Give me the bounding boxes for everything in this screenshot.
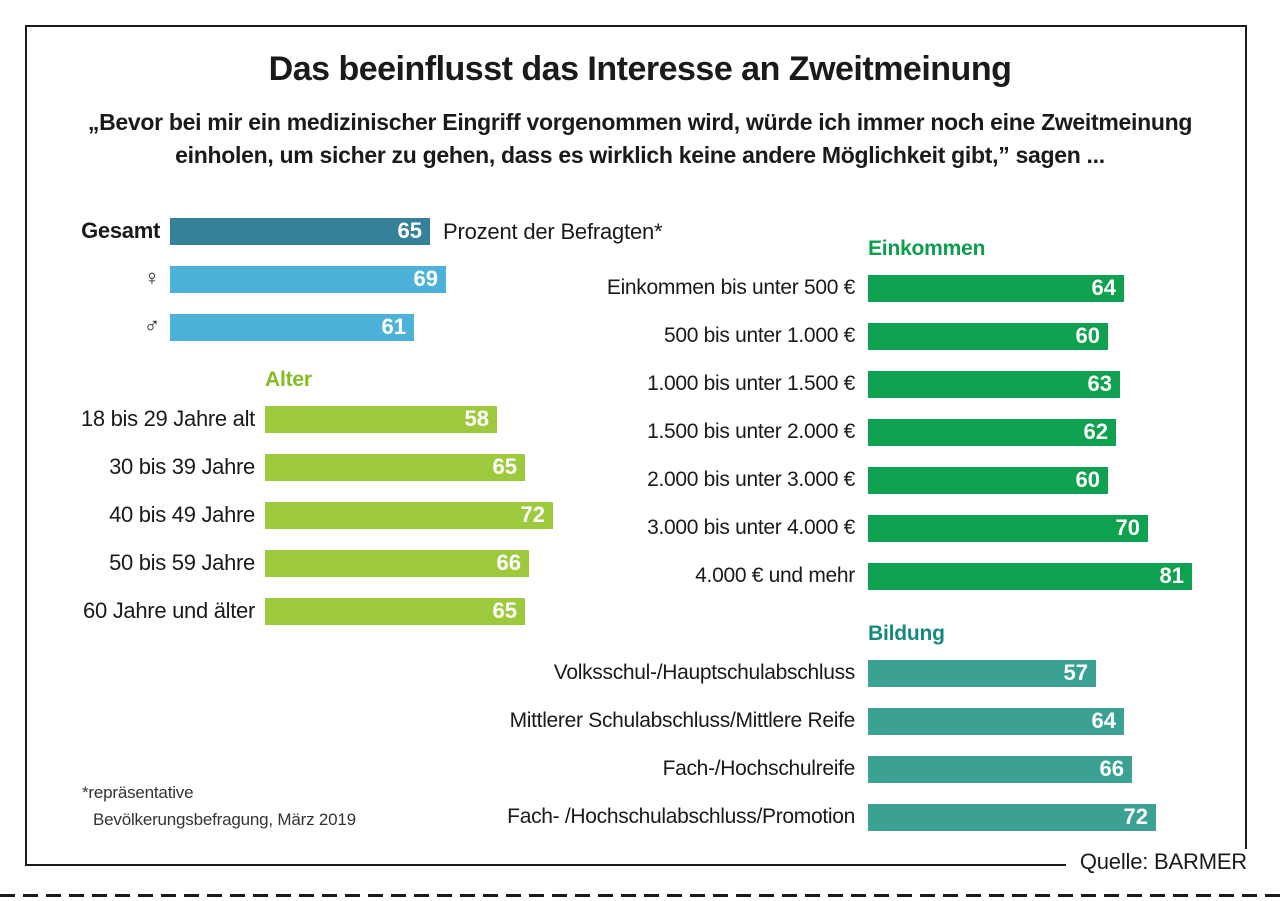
bar-value: 72 xyxy=(1123,804,1148,829)
bar-value: 81 xyxy=(1159,563,1184,588)
bar-value: 65 xyxy=(397,218,422,243)
value-bar: 60 xyxy=(868,466,1108,494)
bar-row: 500 bis unter 1.000 € 60 xyxy=(435,312,1192,360)
chart-title: Das beeinflusst das Interesse an Zweitme… xyxy=(268,50,1012,88)
category-label: Mittlerer Schulabschluss/Mittlere Reife xyxy=(509,709,856,732)
category-label: Fach- /Hochschulabschluss/Promotion xyxy=(507,805,855,828)
chart-frame xyxy=(25,25,1247,866)
bar-row: Mittlerer Schulabschluss/Mittlere Reife 6… xyxy=(435,697,1156,745)
bar-value: 70 xyxy=(1115,515,1140,540)
bar-value: 61 xyxy=(381,314,406,339)
bar-value: 72 xyxy=(520,502,545,527)
category-label: 60 Jahre und älter xyxy=(83,598,255,623)
group-header-einkommen: Einkommen xyxy=(868,237,986,260)
male-symbol-icon: ♂ xyxy=(143,313,161,338)
category-label: 40 bis 49 Jahre xyxy=(109,502,255,527)
group-header-alter: Alter xyxy=(265,368,312,391)
bar-value: 57 xyxy=(1063,660,1088,685)
value-bar: 69 xyxy=(170,265,446,293)
category-label: Einkommen bis unter 500 € xyxy=(606,276,855,299)
bar-row: 3.000 bis unter 4.000 € 70 xyxy=(435,504,1192,552)
bar-row: Fach-/Hochschulreife 66 xyxy=(435,745,1156,793)
bottom-dashed-cutline xyxy=(0,894,1280,897)
unit-label: Prozent der Befragten* xyxy=(443,219,663,244)
bar-row: 30 bis 39 Jahre 65 xyxy=(60,443,553,491)
value-bar: 72 xyxy=(868,803,1156,831)
group-bildung: Bildung Volksschul-/Hauptschulabschluss 57… xyxy=(435,619,1156,841)
category-label: Volksschul-/Hauptschulabschluss xyxy=(553,661,856,684)
bar-row: Einkommen bis unter 500 € 64 xyxy=(435,264,1192,312)
value-bar: 57 xyxy=(868,659,1096,687)
female-symbol-icon: ♀ xyxy=(143,265,161,290)
category-label: 4.000 € und mehr xyxy=(695,564,855,587)
bar-value: 66 xyxy=(496,550,521,575)
source-label: Quelle: BARMER xyxy=(1065,849,1247,881)
bar-value: 66 xyxy=(1099,756,1124,781)
group-header-bildung: Bildung xyxy=(868,622,945,645)
value-bar: 72 xyxy=(265,501,553,529)
category-label: 1.500 bis unter 2.000 € xyxy=(647,420,855,443)
value-bar: 65 xyxy=(170,217,430,245)
bar-value: 69 xyxy=(413,266,438,291)
value-bar: 64 xyxy=(868,707,1124,735)
group-einkommen: Einkommen Einkommen bis unter 500 € 64 500 … xyxy=(435,234,1192,600)
bar-row: 1.500 bis unter 2.000 € 62 xyxy=(435,408,1192,456)
bar-value: 65 xyxy=(492,598,517,623)
footnote-line-2: Bevölkerungsbefragung, März 2019 xyxy=(93,810,356,829)
value-bar: 81 xyxy=(868,562,1192,590)
category-label: 3.000 bis unter 4.000 € xyxy=(647,516,855,539)
category-label: Gesamt xyxy=(81,218,160,243)
bar-row: Gesamt 65 xyxy=(60,207,446,255)
category-label: 500 bis unter 1.000 € xyxy=(663,324,855,347)
category-label: 1.000 bis unter 1.500 € xyxy=(647,372,855,395)
bar-row: Volksschul-/Hauptschulabschluss 57 xyxy=(435,649,1156,697)
value-bar: 66 xyxy=(265,549,529,577)
category-label: 2.000 bis unter 3.000 € xyxy=(647,468,855,491)
subtitle-line-1: „Bevor bei mir ein medizinischer Eingrif… xyxy=(87,109,1193,135)
bar-row: 50 bis 59 Jahre 66 xyxy=(60,539,553,587)
bar-row: 1.000 bis unter 1.500 € 63 xyxy=(435,360,1192,408)
value-bar: 65 xyxy=(265,453,525,481)
footnote-line-1: *repräsentative xyxy=(82,783,194,802)
bar-value: 63 xyxy=(1087,371,1112,396)
bar-row: 2.000 bis unter 3.000 € 60 xyxy=(435,456,1192,504)
footnote: *repräsentative Bevölkerungsbefragung, M… xyxy=(82,779,356,833)
category-label: 30 bis 39 Jahre xyxy=(109,454,255,479)
bar-row: ♀ 69 xyxy=(60,255,446,303)
value-bar: 65 xyxy=(265,597,525,625)
chart-subtitle: „Bevor bei mir ein medizinischer Eingrif… xyxy=(0,106,1280,172)
category-label: Fach-/Hochschulreife xyxy=(662,757,856,780)
bar-row: 40 bis 49 Jahre 72 xyxy=(60,491,553,539)
bar-value: 58 xyxy=(464,406,489,431)
bar-value: 62 xyxy=(1083,419,1108,444)
bar-value: 60 xyxy=(1075,323,1100,348)
subtitle-line-2: einholen, um sicher zu gehen, dass es wi… xyxy=(175,142,1105,168)
bar-value: 65 xyxy=(492,454,517,479)
value-bar: 66 xyxy=(868,755,1132,783)
bar-row: 18 bis 29 Jahre alt 58 xyxy=(60,395,553,443)
bar-value: 64 xyxy=(1091,275,1116,300)
bar-value: 64 xyxy=(1091,708,1116,733)
category-label: 50 bis 59 Jahre xyxy=(109,550,255,575)
value-bar: 60 xyxy=(868,322,1108,350)
bar-value: 60 xyxy=(1075,467,1100,492)
value-bar: 63 xyxy=(868,370,1120,398)
group-total: Gesamt 65 ♀ 69 ♂ 61 xyxy=(60,207,446,351)
group-alter: Alter 18 bis 29 Jahre alt 58 30 bis 39 Jahr… xyxy=(60,365,553,635)
value-bar: 58 xyxy=(265,405,497,433)
bar-row: 4.000 € und mehr 81 xyxy=(435,552,1192,600)
bar-row: Fach- /Hochschulabschluss/Promotion 72 xyxy=(435,793,1156,841)
category-label: 18 bis 29 Jahre alt xyxy=(80,406,255,431)
bar-row: 60 Jahre und älter 65 xyxy=(60,587,553,635)
value-bar: 64 xyxy=(868,274,1124,302)
value-bar: 62 xyxy=(868,418,1116,446)
value-bar: 61 xyxy=(170,313,414,341)
value-bar: 70 xyxy=(868,514,1148,542)
bar-row: ♂ 61 xyxy=(60,303,446,351)
